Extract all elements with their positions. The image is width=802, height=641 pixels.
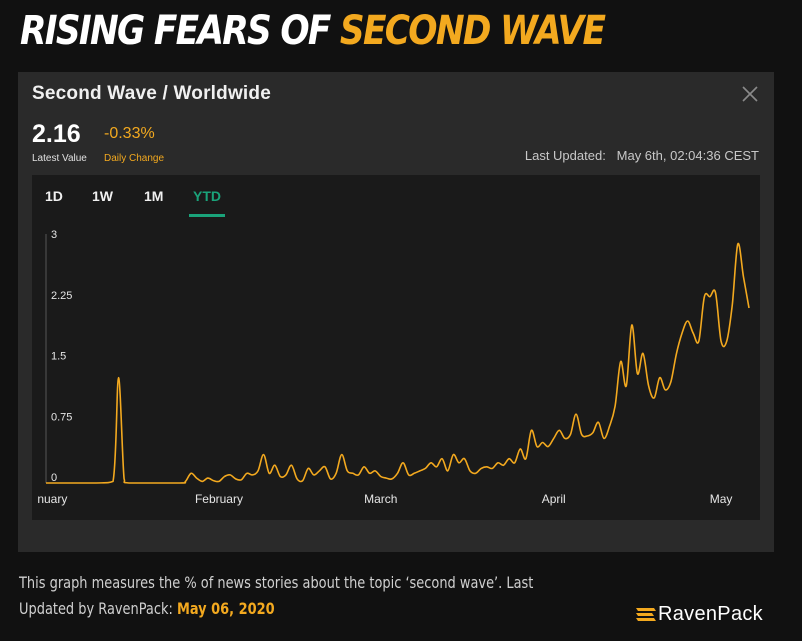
x-tick-label: May (710, 492, 733, 506)
x-tick-label: January (32, 492, 67, 506)
y-tick-label: 1.5 (51, 351, 66, 363)
ravenpack-logo-icon (636, 608, 656, 621)
y-tick-label: 2.25 (51, 290, 72, 302)
x-tick-label: March (364, 492, 397, 506)
latest-value-caption: Latest Value (32, 153, 87, 164)
last-updated: Last Updated: May 6th, 02:04:36 CEST (524, 148, 759, 163)
latest-value: 2.16 (32, 120, 81, 148)
tab-ytd[interactable]: YTD (189, 188, 225, 217)
y-tick-label: 3 (51, 229, 57, 241)
line-chart: 0 0.75 1.5 2.25 3 January February March April Ma… (32, 229, 750, 506)
caption: This graph measures the % of news storie… (19, 570, 559, 622)
x-tick-label: February (195, 492, 243, 506)
caption-text: This graph measures the % of news storie… (19, 573, 534, 618)
chart-panel: Second Wave / Worldwide 2.16 Latest Valu… (18, 72, 774, 552)
headline: RISING FEARS OF SECOND WAVE (20, 8, 606, 54)
chart-area: 1D 1W 1M YTD 0 0.75 1.5 2.25 3 January Februar… (32, 175, 760, 520)
panel-title: Second Wave / Worldwide (32, 83, 271, 104)
tab-1m[interactable]: 1M (144, 188, 164, 204)
tab-1w[interactable]: 1W (92, 188, 113, 204)
caption-date: May 06, 2020 (176, 599, 275, 618)
y-tick-label: 0.75 (51, 411, 72, 423)
ravenpack-logo-text: RavenPack (658, 603, 763, 625)
daily-change-caption: Daily Change (104, 153, 165, 164)
close-icon[interactable] (740, 84, 760, 104)
headline-part1: RISING FEARS OF (20, 8, 340, 54)
daily-change: -0.33% (104, 125, 155, 142)
y-tick-label: 0 (51, 472, 57, 484)
series-line (45, 242, 750, 484)
tab-1d[interactable]: 1D (45, 188, 63, 204)
headline-accent: SECOND WAVE (339, 8, 606, 54)
x-tick-label: April (542, 492, 566, 506)
